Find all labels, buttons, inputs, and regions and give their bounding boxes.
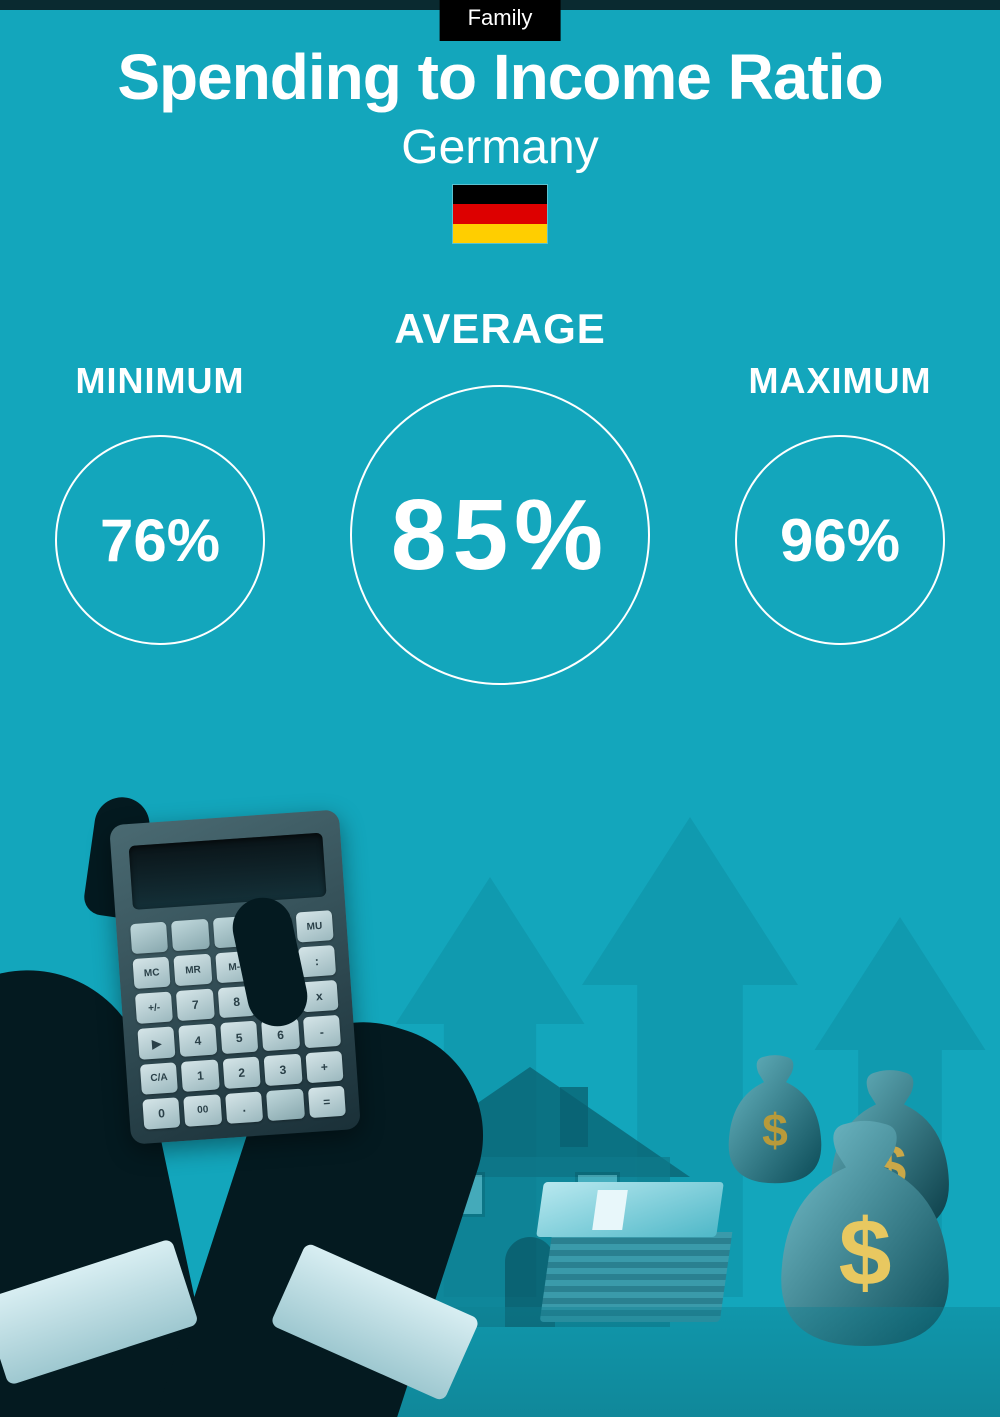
calc-key: C/A xyxy=(140,1062,178,1095)
flag-stripe-red xyxy=(453,204,547,223)
calc-key: 4 xyxy=(179,1024,217,1057)
flag-stripe-black xyxy=(453,185,547,204)
calc-key xyxy=(130,922,168,955)
page-title: Spending to Income Ratio xyxy=(0,40,1000,114)
country-name: Germany xyxy=(0,120,1000,175)
calc-key: MC xyxy=(133,957,171,990)
calc-key: 3 xyxy=(264,1053,302,1086)
category-badge: Family xyxy=(440,0,561,41)
calc-key: +/- xyxy=(135,992,173,1025)
maximum-value: 96% xyxy=(780,506,900,575)
bottom-illustration: $ $ $ %MUMCMRM-M+:+/-789x▶456-C/A123+000… xyxy=(0,717,1000,1417)
calc-key: - xyxy=(303,1015,341,1048)
calc-key: 0 xyxy=(142,1097,180,1130)
average-value: 85% xyxy=(391,478,609,593)
calculator-icon: %MUMCMRM-M+:+/-789x▶456-C/A123+000.= xyxy=(109,809,361,1144)
calc-key: MR xyxy=(174,954,212,987)
calc-key: MU xyxy=(295,910,333,943)
average-label: AVERAGE xyxy=(0,305,1000,353)
germany-flag-icon xyxy=(452,184,548,244)
minimum-value: 76% xyxy=(100,506,220,575)
maximum-label: MAXIMUM xyxy=(735,360,945,402)
cash-stack-icon xyxy=(540,1182,720,1322)
maximum-circle: 96% xyxy=(735,435,945,645)
cash-band xyxy=(592,1190,628,1230)
calc-key: 5 xyxy=(220,1021,258,1054)
flag-stripe-gold xyxy=(453,224,547,243)
minimum-label: MINIMUM xyxy=(55,360,265,402)
average-circle: 85% xyxy=(350,385,650,685)
calc-key xyxy=(171,919,209,952)
calculator-screen xyxy=(129,833,327,910)
calc-key: 2 xyxy=(222,1056,260,1089)
calc-key: + xyxy=(305,1050,343,1083)
cash-top xyxy=(536,1182,724,1237)
calc-key xyxy=(266,1088,304,1121)
calc-key: 7 xyxy=(176,989,214,1022)
calc-key: = xyxy=(308,1086,346,1119)
calc-key: 1 xyxy=(181,1059,219,1092)
minimum-circle: 76% xyxy=(55,435,265,645)
calc-key: . xyxy=(225,1091,263,1124)
hands-with-calculator-icon: %MUMCMRM-M+:+/-789x▶456-C/A123+000.= xyxy=(0,757,480,1417)
dollar-symbol: $ xyxy=(839,1200,892,1306)
calc-key: : xyxy=(298,945,336,978)
calc-key: 00 xyxy=(184,1094,222,1127)
calc-key: ▶ xyxy=(137,1027,175,1060)
